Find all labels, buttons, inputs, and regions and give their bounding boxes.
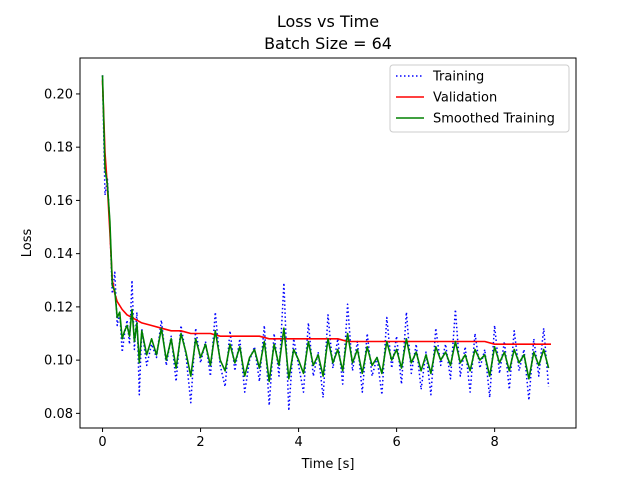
- plot-area: [101, 75, 551, 412]
- axes-frame: [79, 57, 577, 429]
- y-tick-label: 0.14: [44, 247, 73, 262]
- legend-label-smoothed-training: Smoothed Training: [433, 112, 555, 127]
- y-axis: 0.08 0.10 0.12 0.14 0.16 0.18 0.20: [44, 87, 80, 422]
- legend: Training Validation Smoothed Training: [389, 64, 570, 133]
- x-tick-label: 6: [392, 435, 400, 450]
- y-tick-label: 0.08: [44, 407, 73, 422]
- x-tick-label: 4: [294, 435, 302, 450]
- legend-label-validation: Validation: [433, 91, 497, 106]
- chart-subtitle: Batch Size = 64: [264, 34, 392, 53]
- y-tick-label: 0.10: [44, 354, 73, 369]
- series-line-smoothed-training: [101, 75, 550, 383]
- chart-title: Loss vs Time: [277, 12, 379, 31]
- x-axis: 0 2 4 6 8: [98, 428, 499, 450]
- y-tick-label: 0.18: [44, 141, 73, 156]
- legend-label-training: Training: [432, 70, 484, 85]
- legend-box: [389, 64, 570, 133]
- y-tick-label: 0.20: [44, 87, 73, 102]
- y-tick-label: 0.12: [44, 300, 73, 315]
- x-axis-label: Time [s]: [301, 457, 355, 472]
- x-tick-label: 8: [490, 435, 498, 450]
- y-tick-label: 0.16: [44, 194, 73, 209]
- x-tick-label: 0: [98, 435, 106, 450]
- y-axis-label: Loss: [20, 229, 35, 258]
- x-tick-label: 2: [196, 435, 204, 450]
